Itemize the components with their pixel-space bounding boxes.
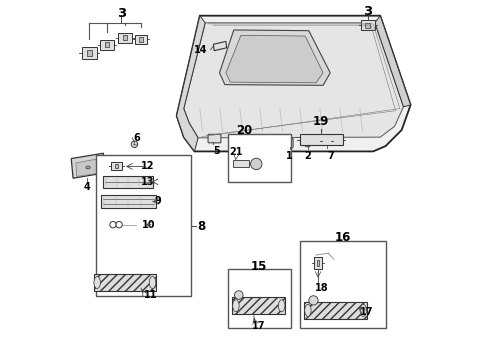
Bar [304, 302, 366, 319]
Text: 19: 19 [312, 115, 329, 128]
Ellipse shape [94, 276, 100, 288]
Ellipse shape [149, 276, 155, 288]
Polygon shape [219, 30, 329, 85]
Text: 17: 17 [251, 321, 265, 331]
Text: 1: 1 [285, 151, 292, 161]
Text: 9: 9 [154, 197, 161, 206]
Bar [111, 162, 122, 170]
Bar [316, 260, 319, 266]
Text: 14: 14 [193, 45, 206, 55]
FancyBboxPatch shape [305, 139, 309, 147]
Bar [228, 269, 290, 328]
Text: 6: 6 [133, 133, 140, 143]
Bar [118, 33, 131, 43]
Circle shape [308, 296, 317, 305]
FancyBboxPatch shape [207, 134, 221, 143]
Text: 12: 12 [141, 161, 154, 171]
Bar [365, 23, 369, 28]
Bar [232, 160, 248, 167]
Text: 11: 11 [143, 290, 157, 300]
Ellipse shape [232, 300, 239, 312]
Bar [299, 134, 342, 145]
Bar [322, 138, 331, 145]
Bar [103, 176, 153, 188]
Text: 18: 18 [314, 283, 328, 293]
Text: 8: 8 [197, 220, 205, 233]
Text: 4: 4 [83, 182, 90, 192]
Bar [81, 48, 97, 59]
Text: 7: 7 [327, 151, 334, 161]
Circle shape [250, 158, 262, 170]
Text: 3: 3 [363, 5, 371, 18]
Polygon shape [225, 35, 323, 83]
Text: 17: 17 [359, 307, 372, 317]
Bar [115, 165, 118, 168]
Bar [122, 35, 127, 40]
Text: 13: 13 [141, 177, 154, 187]
Text: 2: 2 [304, 151, 310, 161]
Bar [139, 37, 142, 41]
FancyBboxPatch shape [285, 139, 292, 148]
Bar [96, 155, 190, 296]
Text: 10: 10 [142, 220, 156, 230]
Bar [86, 50, 91, 56]
Ellipse shape [304, 305, 310, 316]
Ellipse shape [359, 305, 366, 316]
Bar [360, 20, 374, 30]
Circle shape [116, 221, 122, 228]
Bar [104, 42, 109, 48]
Bar [232, 297, 285, 314]
Bar [313, 257, 322, 269]
Circle shape [131, 141, 138, 148]
Text: 3: 3 [117, 8, 125, 21]
Circle shape [110, 221, 116, 228]
Polygon shape [71, 153, 105, 178]
Polygon shape [183, 23, 403, 138]
Polygon shape [374, 16, 410, 107]
Polygon shape [176, 16, 205, 152]
Bar [93, 274, 156, 291]
Bar [100, 40, 114, 50]
Polygon shape [213, 41, 226, 51]
Text: 5: 5 [213, 146, 220, 156]
Text: 16: 16 [334, 231, 350, 244]
Bar [101, 195, 156, 208]
Ellipse shape [278, 300, 285, 312]
Bar [299, 241, 385, 328]
Circle shape [234, 291, 243, 299]
Text: 15: 15 [250, 260, 266, 273]
Bar [134, 35, 147, 44]
Text: 21: 21 [229, 147, 242, 157]
Polygon shape [176, 16, 410, 152]
Bar [325, 139, 327, 143]
Bar [228, 134, 290, 182]
Polygon shape [76, 158, 101, 176]
Ellipse shape [86, 166, 90, 169]
Text: 20: 20 [236, 124, 252, 137]
